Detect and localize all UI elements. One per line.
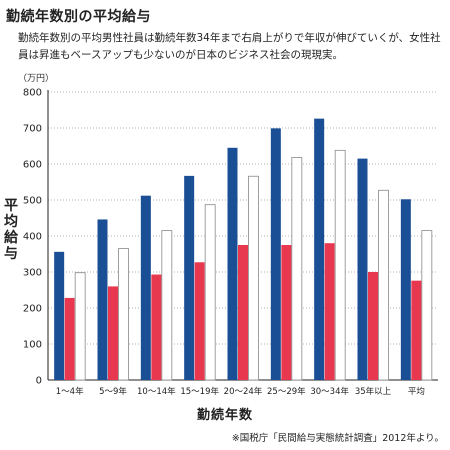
y-tick-label: 300 [23,268,42,279]
bar-series-1 [357,158,368,380]
y-axis-unit: （万円） [18,74,55,84]
bar-series-1 [54,251,65,380]
bar-series-2 [368,272,378,380]
y-tick-label: 800 [23,88,42,99]
x-tick-label: 1～4年 [56,386,84,397]
x-tick-label: 平均 [408,386,425,397]
y-tick-label: 400 [23,232,42,243]
x-tick-label: 5～9年 [99,386,127,397]
y-tick-label: 600 [23,160,42,171]
bar-series-2 [108,286,118,380]
bar-series-1 [400,199,411,380]
bar-series-2 [238,245,248,380]
chart-subtitle: 勤続年数別の平均男性社員は勤続年数34年まで右肩上がりで年収が伸びていくが、女性… [18,32,441,61]
y-tick-label: 0 [36,376,42,387]
bar-series-3 [334,149,346,381]
bar-series-2 [64,297,75,380]
y-axis-label: 平均給与 [4,198,18,262]
x-axis-label: 勤続年数 [196,408,253,423]
x-tick-label: 10～14年 [137,386,176,397]
bar-series-3 [74,272,86,381]
bar-series-3 [161,230,173,381]
bar-series-2 [324,243,335,380]
bar-series-2 [281,245,292,380]
bar-series-3 [204,204,216,381]
y-tick-label: 100 [23,340,42,351]
x-tick-label: 15～19年 [180,386,219,397]
bar-series-1 [97,219,108,380]
x-tick-label: 30～34年 [310,386,349,397]
x-tick-label: 35年以上 [355,386,392,397]
bar-series-3 [248,175,259,381]
x-tick-label: 20～24年 [224,386,263,397]
bar-series-3 [291,157,303,381]
bar-series-1 [314,118,325,380]
bar-series-1 [140,195,151,380]
y-tick-label: 200 [23,304,42,315]
bar-series-3 [118,248,129,381]
bar-series-2 [411,280,422,380]
chart-title: 勤続年数別の平均給与 [6,9,151,25]
source-note: ※国税庁「民間給与実態統計調査」2012年より。 [231,433,444,444]
bar-series-2 [194,262,205,380]
bar-series-1 [227,147,238,380]
bar-series-1 [270,128,281,380]
bar-series-3 [421,230,433,381]
y-tick-label: 700 [23,124,42,135]
bar-series-1 [184,175,195,380]
bar-series-2 [151,274,162,380]
x-tick-label: 25～29年 [267,386,306,397]
bar-series-3 [378,189,389,381]
y-tick-label: 500 [23,196,42,207]
